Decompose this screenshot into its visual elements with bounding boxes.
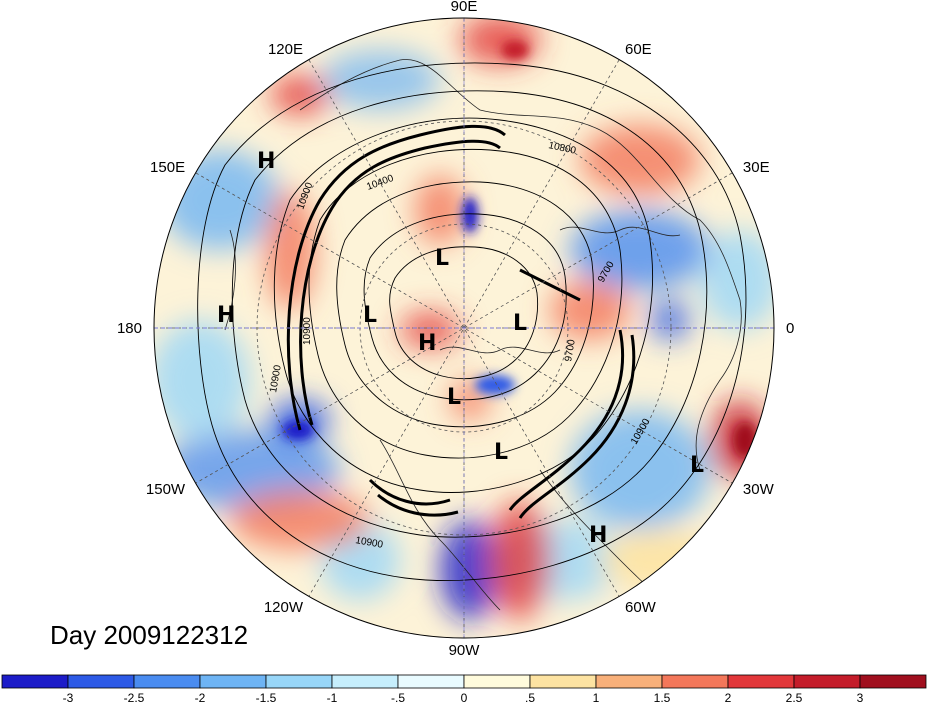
longitude-label: 60W: [625, 599, 657, 616]
colorbar-swatch: [397, 674, 465, 689]
contour-label: 10900: [268, 364, 284, 394]
colorbar-swatch: [727, 674, 795, 689]
colorbar-swatch: [67, 674, 135, 689]
high-pressure-label: H: [589, 523, 607, 548]
colorbar-swatch: [859, 674, 927, 689]
colorbar-tick-label: -2.5: [124, 691, 145, 702]
pressure-centers: H H H H L L L L L L: [217, 149, 704, 548]
colorbar-swatch: [793, 674, 861, 689]
colorbar: -3 -2.5 -2 -1.5 -1 -.5 0 .5 1 1.5 2 2.5 3: [1, 674, 927, 702]
longitude-label: 30E: [743, 159, 770, 176]
colorbar-tick-label: -2: [195, 691, 206, 702]
longitude-label: 90W: [449, 642, 481, 659]
colorbar-swatch: [133, 674, 201, 689]
longitude-label: 120W: [264, 599, 304, 616]
colorbar-tick-label: 1.5: [654, 691, 671, 702]
longitude-labels: 90E 60E 30E 0 30W 60W 90W 120W 150W 180 150E 120E: [117, 0, 794, 659]
colorbar-swatch: [265, 674, 333, 689]
colorbar-swatch: [199, 674, 267, 689]
contour-label: 10900: [354, 535, 384, 551]
colorbar-tick-label: .5: [525, 691, 535, 702]
longitude-label: 150W: [146, 481, 186, 498]
colorbar-tick-label: 3: [857, 691, 864, 702]
colorbar-tick-label: -.5: [391, 691, 405, 702]
low-pressure-label: L: [447, 385, 461, 410]
colorbar-swatch: [463, 674, 531, 689]
colorbar-swatch: [529, 674, 597, 689]
colorbar-tick-label: -3: [63, 691, 74, 702]
contour-label: 10900: [302, 317, 313, 345]
colorbar-swatch: [595, 674, 663, 689]
colorbar-tick-label: -1: [327, 691, 338, 702]
jet-stream-contours: [286, 124, 636, 519]
graticule-equator: [154, 18, 774, 638]
low-pressure-label: L: [435, 246, 449, 271]
colorbar-swatch: [331, 674, 399, 689]
low-pressure-label: L: [494, 440, 508, 465]
high-pressure-label: H: [418, 331, 436, 356]
longitude-label: 60E: [625, 41, 652, 58]
low-pressure-label: L: [363, 303, 377, 328]
high-pressure-label: H: [257, 149, 275, 174]
colorbar-swatch: [1, 674, 69, 689]
longitude-label: 180: [117, 320, 142, 337]
colorbar-tick-label: 2.5: [786, 691, 803, 702]
colorbar-tick-label: 2: [725, 691, 732, 702]
low-pressure-label: L: [513, 311, 527, 336]
low-pressure-label: L: [690, 453, 704, 478]
longitude-label: 120E: [268, 41, 303, 58]
contour-label: 9700: [563, 338, 578, 362]
colorbar-swatch: [661, 674, 729, 689]
longitude-label: 30W: [743, 481, 775, 498]
high-pressure-label: H: [217, 303, 235, 328]
day-title: Day 2009122312: [50, 620, 249, 650]
height-contours: [197, 62, 747, 581]
colorbar-tick-label: -1.5: [256, 691, 277, 702]
colorbar-tick-label: 0: [461, 691, 468, 702]
map-boundary: [153, 17, 775, 639]
coastlines: [224, 59, 742, 611]
longitude-label: 0: [786, 320, 794, 337]
longitude-label: 90E: [451, 0, 478, 15]
colorbar-tick-label: 1: [593, 691, 600, 702]
longitude-label: 150E: [150, 159, 185, 176]
